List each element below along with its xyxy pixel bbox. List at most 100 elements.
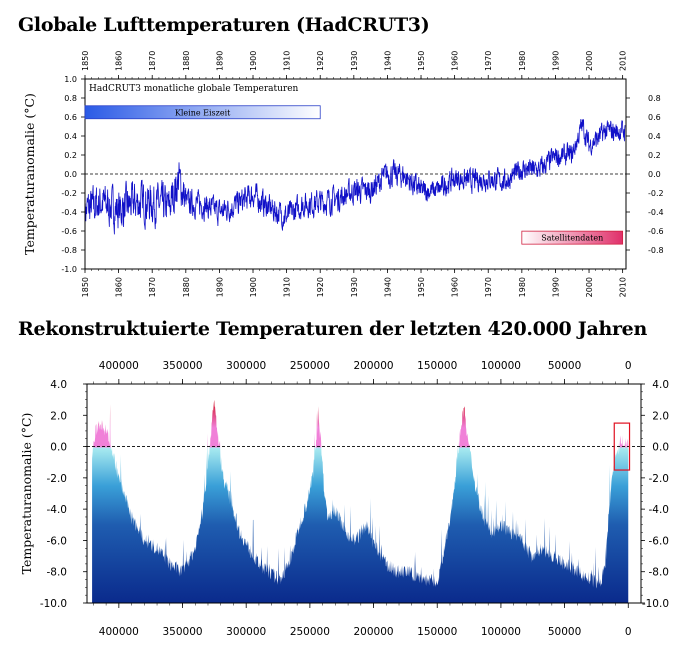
chart1-ytick-label-left: 0.2: [64, 151, 77, 160]
chart2-xtick-label-bottom: 50000: [548, 626, 581, 638]
chart2-xtick-label-bottom: 200000: [354, 626, 394, 638]
chart1-ytick-label-left: 1.0: [64, 75, 77, 84]
chart2-title: Rekonstruktuierte Temperaturen der letzt…: [18, 318, 647, 340]
chart2-ytick-label-left: 4.0: [50, 379, 67, 391]
chart2-ytick-label-right: -8.0: [649, 567, 670, 579]
chart1-xtick-label-top: 1970: [484, 51, 493, 71]
chart2-xtick-label-top: 350000: [162, 360, 202, 372]
chart1-xtick-label-top: 1910: [283, 51, 292, 71]
chart1-xtick-label-top: 1890: [215, 51, 224, 71]
chart1-ytick-label-left: -0.4: [61, 208, 77, 217]
chart2-xtick-label-top: 50000: [548, 360, 581, 372]
chart1-xtick-label-top: 1850: [81, 51, 90, 71]
chart1-xtick-label-bottom: 1920: [316, 277, 325, 297]
chart1-xtick-label-top: 1870: [148, 51, 157, 71]
chart1-ylabel: Temperaturanomalie (°C): [22, 93, 37, 255]
chart2-xtick-label-top: 100000: [481, 360, 521, 372]
chart1-ytick-label-left: -0.2: [61, 189, 77, 198]
chart1-xtick-label-bottom: 2010: [619, 277, 628, 297]
chart2-xtick-label-bottom: 0: [625, 626, 632, 638]
chart1-ytick-label-right: -0.2: [648, 189, 664, 198]
chart1-xtick-label-top: 1950: [417, 51, 426, 71]
chart1-ytick-label-right: -0.4: [648, 208, 664, 217]
chart1-ytick-label-left: 0.8: [64, 94, 77, 103]
chart1-xtick-label-bottom: 1880: [182, 277, 191, 297]
chart1-xtick-label-bottom: 1970: [484, 277, 493, 297]
chart2-xtick-label-bottom: 350000: [162, 626, 202, 638]
chart2-ytick-label-left: 2.0: [50, 410, 67, 422]
chart1-title: Globale Lufttemperaturen (HadCRUT3): [18, 14, 430, 36]
chart2-xtick-label-top: 400000: [99, 360, 139, 372]
chart1-xtick-label-top: 1990: [551, 51, 560, 71]
chart1-xtick-label-top: 1930: [350, 51, 359, 71]
chart2-ytick-label-right: -10.0: [642, 598, 669, 610]
chart2-ylabel: Temperaturanomalie (°C): [19, 413, 34, 575]
chart1-ytick-label-right: 0.0: [648, 170, 661, 179]
chart2-xtick-label-bottom: 250000: [290, 626, 330, 638]
chart1-xtick-label-top: 1880: [182, 51, 191, 71]
chart2-ytick-label-right: -4.0: [649, 504, 670, 516]
chart2-ytick-label-right: 2.0: [652, 410, 669, 422]
chart2-xtick-label-bottom: 300000: [226, 626, 266, 638]
chart2-ytick-label-right: -6.0: [649, 535, 670, 547]
chart1-xtick-label-bottom: 1990: [551, 277, 560, 297]
chart1-ytick-label-right: 0.4: [648, 132, 661, 141]
chart1-xtick-label-bottom: 1890: [215, 277, 224, 297]
chart1-xtick-label-bottom: 1870: [148, 277, 157, 297]
chart2-ytick-label-right: -2.0: [649, 473, 670, 485]
chart1-inner-title: HadCRUT3 monatliche globale Temperaturen: [89, 84, 299, 94]
chart1-ytick-label-left: 0.0: [64, 170, 77, 179]
chart1-ytick-label-right: 0.6: [648, 113, 661, 122]
chart2-ytick-label-right: 4.0: [652, 379, 669, 391]
chart1-xtick-label-top: 2010: [619, 51, 628, 71]
chart2-xtick-label-top: 250000: [290, 360, 330, 372]
chart2-ytick-label-left: 0.0: [50, 442, 67, 454]
chart1-xtick-label-bottom: 1860: [115, 277, 124, 297]
chart1-xtick-label-top: 1960: [451, 51, 460, 71]
chart1-xtick-label-bottom: 1930: [350, 277, 359, 297]
chart1-xtick-label-top: 1940: [383, 51, 392, 71]
chart1-xtick-label-bottom: 1910: [283, 277, 292, 297]
chart2-ytick-label-left: -6.0: [47, 535, 68, 547]
chart1-xtick-label-top: 1980: [518, 51, 527, 71]
hadcrut-chart: 1850 1850 1860 1860 1870 1870 1880 1880 1890 1890…: [22, 51, 664, 298]
chart1-ytick-label-left: 0.4: [64, 132, 77, 141]
chart2-xtick-label-top: 300000: [226, 360, 266, 372]
chart1-ytick-label-right: -0.6: [648, 227, 664, 236]
chart2-xtick-label-top: 150000: [417, 360, 457, 372]
holocene-highlight-box: [613, 422, 631, 471]
chart1-ytick-label-left: -1.0: [61, 265, 77, 274]
chart2-ytick-label-left: -8.0: [47, 567, 68, 579]
chart1-xtick-label-bottom: 1960: [451, 277, 460, 297]
chart2-ytick-label-left: -10.0: [40, 598, 67, 610]
chart2-ytick-label-left: -2.0: [47, 473, 68, 485]
satellite-data-box: [521, 230, 624, 245]
chart1-xtick-label-bottom: 1850: [81, 277, 90, 297]
chart1-xtick-label-bottom: 2000: [585, 277, 594, 297]
chart2-xtick-label-bottom: 150000: [417, 626, 457, 638]
chart2-xtick-label-top: 200000: [354, 360, 394, 372]
chart1-xtick-label-top: 1860: [115, 51, 124, 71]
chart2-xtick-label-bottom: 400000: [99, 626, 139, 638]
annotation-label: Kleine Eiszeit: [175, 108, 231, 117]
annotation-label: Satellitendaten: [541, 234, 603, 243]
chart2-ytick-label-left: -4.0: [47, 504, 68, 516]
chart1-series-line: [84, 119, 626, 235]
chart2-ytick-label-right: 0.0: [652, 442, 669, 454]
chart1-xtick-label-bottom: 1940: [383, 277, 392, 297]
chart1-xtick-label-top: 1920: [316, 51, 325, 71]
chart2-xtick-label-bottom: 100000: [481, 626, 521, 638]
chart1-ytick-label-right: 0.8: [648, 94, 661, 103]
chart1-xtick-label-bottom: 1950: [417, 277, 426, 297]
chart1-ytick-label-right: 0.2: [648, 151, 661, 160]
chart1-xtick-label-bottom: 1980: [518, 277, 527, 297]
chart1-ytick-label-right: -0.8: [648, 246, 664, 255]
chart1-xtick-label-top: 1900: [249, 51, 258, 71]
chart1-ytick-label-left: -0.8: [61, 246, 77, 255]
chart1-xtick-label-bottom: 1900: [249, 277, 258, 297]
little-ice-age-box: [84, 105, 321, 120]
chart2-temperature-area: [92, 399, 629, 603]
chart2-xtick-label-top: 0: [625, 360, 632, 372]
chart1-ytick-label-left: 0.6: [64, 113, 77, 122]
